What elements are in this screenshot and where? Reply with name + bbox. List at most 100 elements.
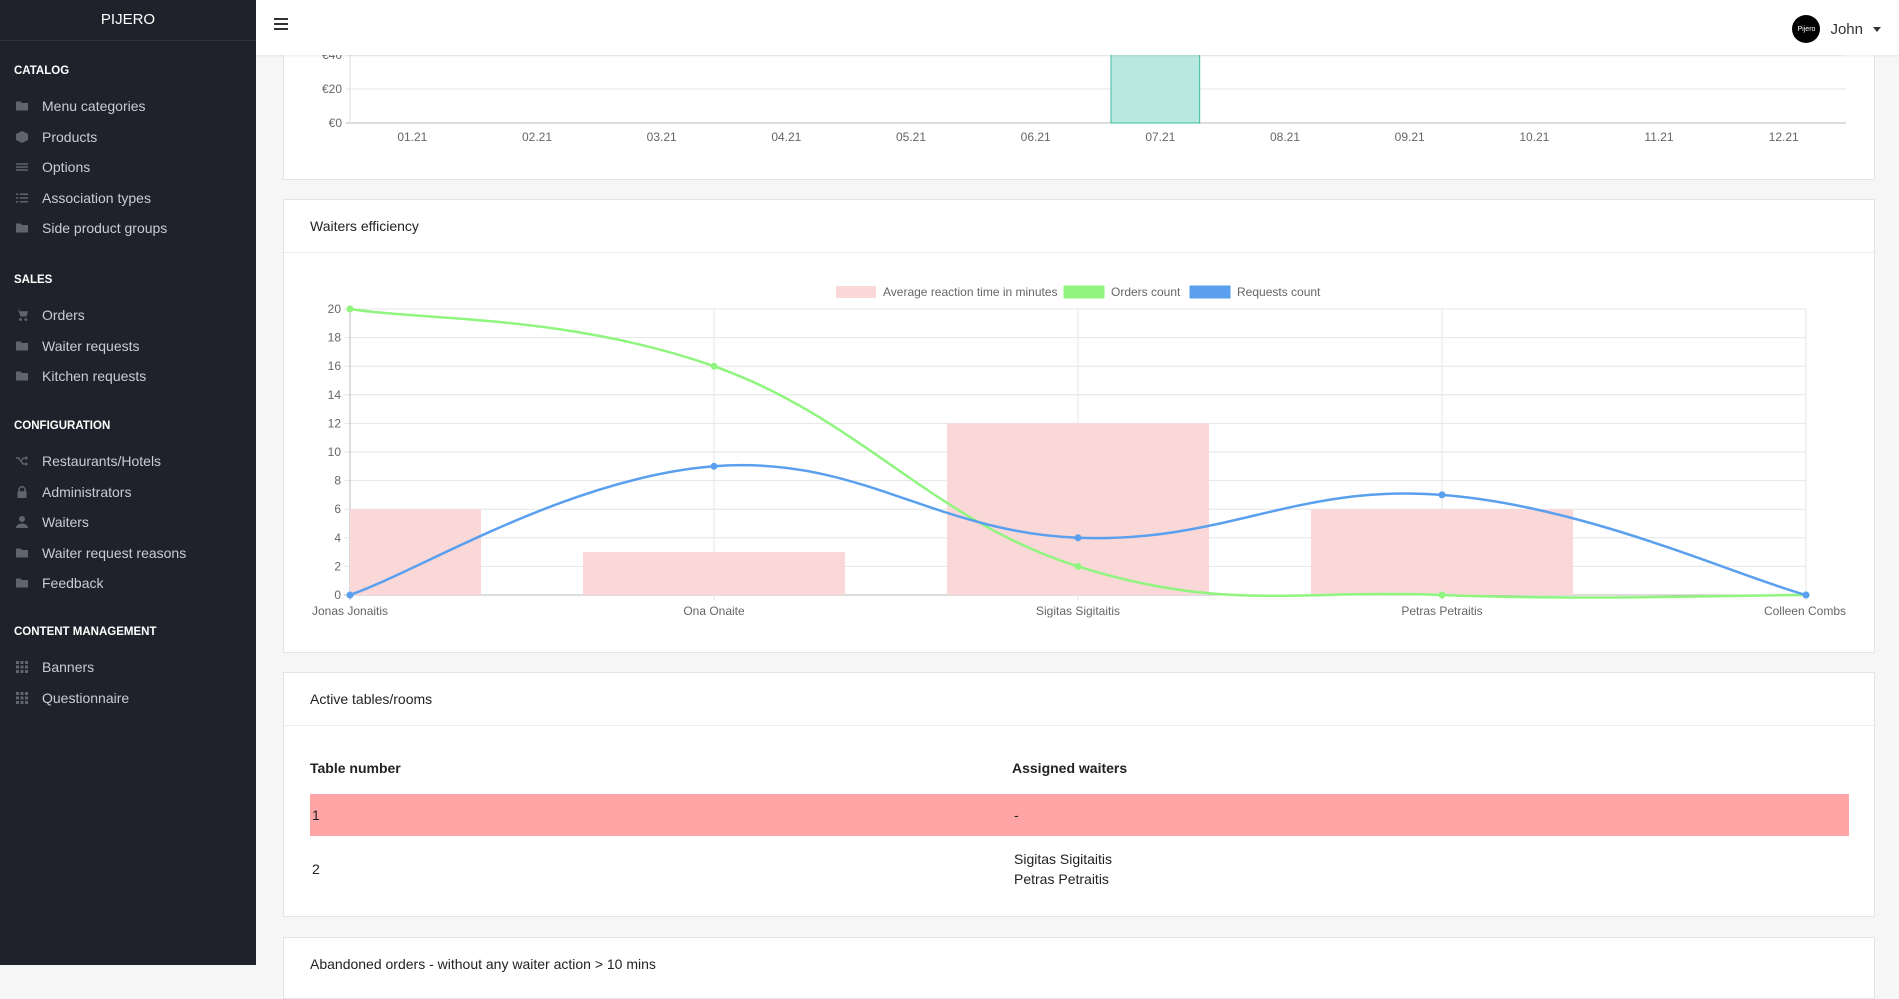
assigned-waiters-cell: Sigitas Sigitaitis Petras Petraitis: [1014, 849, 1849, 889]
legend-swatch: [836, 286, 876, 298]
legend-swatch: [1189, 285, 1231, 299]
x-tick-label: 09.21: [1395, 130, 1425, 144]
sidebar-item-label: Side product groups: [42, 220, 168, 236]
table-number-cell: 1: [312, 807, 320, 823]
y-tick-label: 20: [328, 302, 342, 316]
x-tick-label: 06.21: [1021, 130, 1051, 144]
waiters-efficiency-title: Waiters efficiency: [284, 200, 1874, 253]
grid-icon: [14, 660, 30, 674]
y-tick-label: 2: [334, 559, 341, 573]
sidebar-item-label: Questionnaire: [42, 689, 130, 706]
lock-icon: [14, 485, 30, 499]
x-tick-label: 04.21: [771, 130, 801, 144]
folder-icon: [14, 99, 30, 113]
sidebar-item-side-product-groups[interactable]: Side product groups: [0, 213, 256, 243]
user-menu[interactable]: Pijero John: [1792, 15, 1881, 43]
sidebar-item-label: Waiter requests: [42, 337, 140, 354]
x-tick-label: 02.21: [522, 130, 552, 144]
x-tick-label: Jonas Jonaitis: [312, 604, 388, 618]
grid-icon: [14, 691, 30, 705]
sidebar-item-label: Waiter request reasons: [42, 544, 187, 561]
reaction-time-bar: [1311, 509, 1573, 595]
brand-logo[interactable]: PIJERO: [0, 0, 256, 41]
x-tick-label: Petras Petraitis: [1401, 604, 1482, 618]
topbar: Pijero John: [256, 0, 1899, 55]
sidebar-item-waiter-request-reasons[interactable]: Waiter request reasons: [0, 538, 256, 568]
sidebar-item-association-types[interactable]: Association types: [0, 183, 256, 213]
sidebar-item-products[interactable]: Products: [0, 122, 256, 152]
table-number-cell: 2: [312, 861, 320, 877]
x-tick-label: Sigitas Sigitaitis: [1036, 604, 1120, 618]
y-tick-label: 6: [334, 502, 341, 516]
sidebar-item-label: Administrators: [42, 483, 132, 500]
sidebar-item-banners[interactable]: Banners: [0, 652, 256, 682]
table-row: 2 Sigitas Sigitaitis Petras Petraitis: [310, 836, 1849, 902]
x-tick-label: 03.21: [647, 130, 677, 144]
x-tick-label: 07.21: [1145, 130, 1175, 144]
sidebar-item-waiter-requests[interactable]: Waiter requests: [0, 331, 256, 361]
legend-swatch: [1063, 285, 1105, 299]
x-tick-label: 10.21: [1519, 130, 1549, 144]
sidebar-item-label: Association types: [42, 189, 151, 206]
x-tick-label: 11.21: [1644, 130, 1673, 144]
user-icon: [14, 515, 30, 529]
folder-icon: [14, 339, 30, 353]
col-assigned-waiters: Assigned waiters: [1012, 760, 1128, 776]
waiters-efficiency-chart: Average reaction time in minutes Orders c…: [312, 285, 1846, 618]
col-table-number: Table number: [310, 760, 401, 776]
orders-count-point: [1074, 562, 1082, 570]
sidebar-item-kitchen-requests[interactable]: Kitchen requests: [0, 361, 256, 391]
y-tick-label: €20: [322, 82, 342, 96]
sidebar-item-orders[interactable]: Orders: [0, 300, 256, 330]
sidebar-item-label: Options: [42, 159, 91, 175]
active-tables-title: Active tables/rooms: [284, 673, 1874, 726]
cube-icon: [14, 130, 30, 144]
y-tick-label: 18: [328, 331, 342, 345]
sidebar-item-label: Banners: [42, 659, 95, 675]
list-icon: [14, 191, 30, 205]
x-tick-label: 01.21: [397, 130, 427, 144]
x-tick-label: 08.21: [1270, 130, 1300, 144]
table-header: Table number Assigned waiters: [310, 748, 1849, 788]
sidebar-item-feedback[interactable]: Feedback: [0, 568, 256, 598]
sidebar-item-label: Feedback: [42, 575, 104, 591]
sidebar-item-administrators[interactable]: Administrators: [0, 477, 256, 507]
sidebar-item-label: Kitchen requests: [42, 368, 147, 384]
x-tick-label: Colleen Combs: [1764, 604, 1846, 618]
folder-icon: [14, 546, 30, 560]
waiter-name: Sigitas Sigitaitis: [1014, 851, 1113, 867]
x-tick-label: Ona Onaite: [683, 604, 745, 618]
y-tick-label: 14: [328, 388, 342, 402]
waiters-efficiency-card: Waiters efficiency Average reaction time…: [283, 199, 1875, 653]
requests-count-point: [1438, 491, 1446, 499]
sidebar-item-label: Waiters: [42, 514, 89, 530]
y-tick-label: €0: [329, 116, 343, 130]
sidebar: PIJERO CATALOG Menu categories Products …: [0, 0, 256, 965]
folder-icon: [14, 221, 30, 235]
sidebar-item-options[interactable]: Options: [0, 152, 256, 182]
reaction-time-bar: [350, 509, 481, 595]
legend-label: Average reaction time in minutes: [883, 285, 1058, 299]
waiter-name: -: [1014, 807, 1019, 823]
sidebar-item-menu-categories[interactable]: Menu categories: [0, 91, 256, 121]
sidebar-section-title: CONFIGURATION: [14, 420, 111, 432]
x-tick-label: 12.21: [1769, 130, 1799, 144]
sidebar-item-label: Menu categories: [42, 98, 146, 114]
cart-icon: [14, 308, 30, 322]
legend-label: Orders count: [1111, 285, 1181, 299]
requests-count-point: [346, 591, 354, 599]
y-tick-label: 0: [334, 588, 341, 602]
orders-count-point: [710, 362, 718, 370]
legend-label: Requests count: [1237, 285, 1321, 299]
sidebar-section-title: CATALOG: [14, 65, 70, 77]
requests-count-point: [1802, 591, 1810, 599]
sidebar-item-restaurants-hotels[interactable]: Restaurants/Hotels: [0, 446, 256, 476]
caret-down-icon: [1873, 26, 1881, 32]
hamburger-menu-icon[interactable]: [274, 18, 288, 32]
y-tick-label: 16: [328, 359, 342, 373]
sidebar-item-questionnaire[interactable]: Questionnaire: [0, 683, 256, 713]
folder-icon: [14, 369, 30, 383]
sidebar-item-waiters[interactable]: Waiters: [0, 507, 256, 537]
active-tables-table: Table number Assigned waiters 1 - 2 Sigi…: [310, 748, 1849, 902]
sidebar-item-label: Orders: [42, 307, 85, 323]
